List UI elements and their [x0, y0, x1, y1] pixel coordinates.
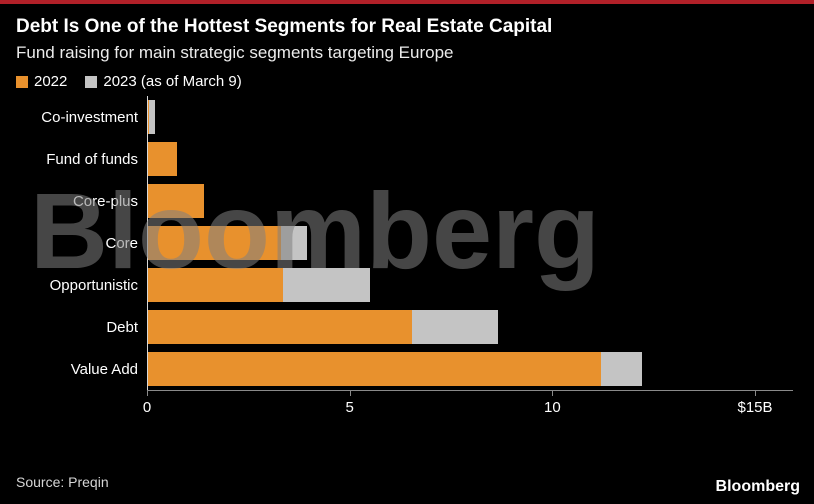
chart-title: Debt Is One of the Hottest Segments for …: [16, 16, 553, 37]
bar-group: [147, 100, 755, 135]
bar-segment-2022: [147, 184, 204, 219]
category-label: Core-plus: [72, 192, 138, 210]
bar-segment-2022: [147, 310, 413, 345]
chart-row: Fund of funds: [0, 138, 814, 180]
x-axis-tick: [349, 391, 351, 397]
chart-row: Opportunistic: [0, 264, 814, 306]
bar-segment-2023: [412, 310, 498, 345]
x-axis-tick: [755, 391, 756, 397]
top-accent-bar: [0, 0, 814, 4]
plot-rows: Co-investment Fund of funds Core-plus Core O…: [0, 96, 814, 390]
x-axis-tick: [552, 391, 554, 397]
bar-segment-2022: [147, 226, 281, 261]
chart-row: Co-investment: [0, 96, 814, 138]
legend-item-2022: 2022: [16, 73, 67, 90]
bar-group: [147, 142, 755, 177]
bar-segment-2022: [147, 142, 178, 177]
x-axis-tick-label: 5: [345, 399, 354, 417]
bar-group: [147, 184, 755, 219]
x-axis-tick-label: $15B: [737, 399, 773, 417]
chart-row: Core-plus: [0, 180, 814, 222]
bloomberg-logo: Bloomberg: [715, 478, 800, 495]
category-label: Co-investment: [41, 108, 138, 126]
bar-group: [147, 310, 755, 345]
bar-group: [147, 352, 755, 387]
bar-segment-2023: [600, 352, 642, 387]
zero-axis-line: [147, 96, 148, 391]
bar-segment-2023: [280, 226, 308, 261]
chart-plot-area: Co-investment Fund of funds Core-plus Core O…: [0, 96, 814, 420]
bar-group: [147, 268, 755, 303]
legend-swatch: [85, 75, 98, 88]
category-label: Core: [105, 234, 138, 252]
legend-label: 2022: [34, 73, 68, 91]
legend-item-2023: 2023 (as of March 9): [85, 73, 242, 91]
chart-row: Core: [0, 222, 814, 264]
bar-segment-2022: [147, 352, 601, 387]
bar-segment-2022: [147, 268, 283, 303]
chart-legend: 2022 2023 (as of March 9): [16, 73, 798, 90]
category-label: Fund of funds: [46, 150, 138, 168]
x-axis-tick-label: 0: [142, 399, 152, 417]
category-label: Value Add: [70, 360, 138, 378]
source-note: Source: Preqin: [16, 474, 109, 490]
bar-segment-2023: [282, 268, 370, 303]
bar-segment-2023: [149, 100, 156, 135]
chart-row: Value Add: [0, 348, 814, 390]
chart-row: Debt: [0, 306, 814, 348]
x-axis-tick-label: 10: [543, 399, 561, 417]
chart-subtitle: Fund raising for main strategic segments…: [16, 42, 454, 62]
x-axis: 0 5 10 $15B: [143, 390, 793, 420]
legend-label: 2023 (as of March 9): [103, 73, 242, 91]
category-label: Debt: [106, 318, 138, 336]
category-label: Opportunistic: [49, 276, 138, 294]
bar-segment-2022: [147, 100, 150, 135]
legend-swatch: [16, 75, 28, 88]
chart-header: Debt Is One of the Hottest Segments for …: [0, 4, 814, 63]
x-axis-tick: [147, 391, 148, 397]
bar-group: [147, 226, 755, 261]
